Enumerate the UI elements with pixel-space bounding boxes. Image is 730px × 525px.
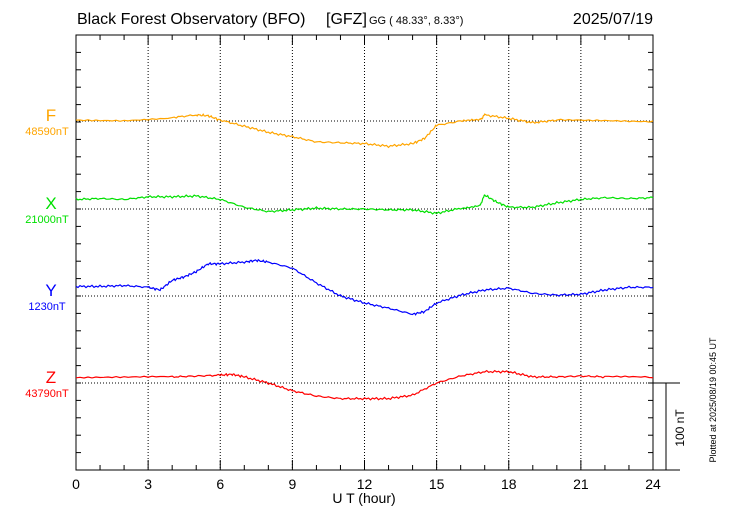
x-tick-label: 0 — [72, 476, 80, 492]
x-tick-label: 12 — [357, 476, 373, 492]
trace-z — [75, 369, 654, 401]
component-label-f: F — [46, 106, 56, 125]
component-label-z: Z — [46, 368, 56, 387]
x-tick-label: 15 — [429, 476, 445, 492]
x-tick-label: 18 — [501, 476, 517, 492]
trace-y — [75, 258, 654, 316]
baseline-value-y: 1230nT — [28, 301, 66, 313]
x-tick-label: 9 — [288, 476, 296, 492]
chart-coords: GG ( 48.33°, 8.33°) — [369, 15, 463, 27]
baseline-value-x: 21000nT — [25, 214, 69, 226]
x-tick-label: 6 — [216, 476, 224, 492]
trace-f — [75, 113, 654, 149]
chart-title: Black Forest Observatory (BFO) — [77, 11, 306, 28]
chart-date: 2025/07/19 — [573, 11, 653, 28]
baseline-value-z: 43790nT — [25, 388, 69, 400]
plotted-at-note: Plotted at 2025/08/19 00:45 UT — [708, 337, 718, 463]
component-label-y: Y — [45, 281, 56, 300]
x-tick-label: 3 — [144, 476, 152, 492]
x-tick-label: 21 — [573, 476, 589, 492]
x-axis-label: U T (hour) — [332, 490, 395, 506]
baseline-value-f: 48590nT — [25, 126, 69, 138]
x-tick-label: 24 — [645, 476, 661, 492]
trace-x — [75, 194, 654, 215]
component-label-x: X — [45, 194, 56, 213]
chart-source: [GFZ] — [326, 11, 367, 28]
scale-bar-label: 100 nT — [673, 409, 687, 447]
